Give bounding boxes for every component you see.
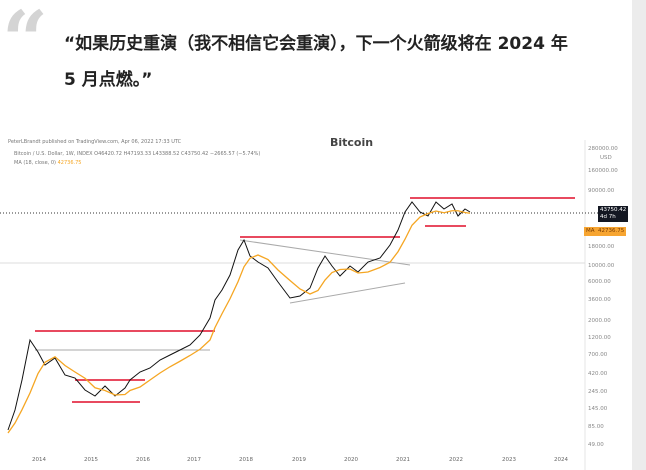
x-tick-label: 2019 <box>292 457 306 463</box>
ma-value: 42736.75 <box>57 160 82 166</box>
x-tick-label: 2021 <box>396 457 410 463</box>
y-tick-label: 18000.00 <box>588 244 615 250</box>
quote-text: “如果历史重演（我不相信它会重演），下一个火箭级将在 2024 年 5 月点燃。… <box>64 34 568 90</box>
y-tick-label: 10000.00 <box>588 263 615 269</box>
y-tick-label: 245.00 <box>588 389 608 395</box>
ma-tag: MA 42736.75 <box>584 227 627 236</box>
y-tick-label: 90000.00 <box>588 188 615 194</box>
x-tick-label: 2018 <box>239 457 253 463</box>
y-tick-label: 49.00 <box>588 442 604 448</box>
x-tick-label: 2020 <box>344 457 358 463</box>
quote-mark-icon: “ <box>2 0 49 87</box>
trend-line <box>239 239 411 266</box>
chart-publisher: PeterLBrandt published on TradingView.co… <box>8 139 182 145</box>
x-tick-label: 2024 <box>554 457 568 463</box>
y-tick-label: 6000.00 <box>588 279 611 285</box>
ma-line <box>7 210 471 434</box>
price-tag-value: 43750.42 <box>600 207 627 213</box>
price-tag-time: 4d 7h <box>600 214 616 220</box>
price-line <box>7 201 471 431</box>
x-tick-label: 2022 <box>449 457 463 463</box>
scrollbar[interactable] <box>632 0 646 470</box>
ma-label: MA (18, close, 0) <box>14 160 57 166</box>
y-tick-label: 2000.00 <box>588 318 611 324</box>
y-tick-label: 420.00 <box>588 371 608 377</box>
x-tick-label: 2016 <box>136 457 150 463</box>
y-axis-currency: USD <box>600 155 612 161</box>
price-tag: 43750.42 4d 7h <box>598 206 629 222</box>
chart-ma-label: MA (18, close, 0) 42736.75 <box>14 160 81 166</box>
y-tick-label: 145.00 <box>588 406 608 412</box>
ma-tag-label: MA <box>586 228 595 234</box>
x-tick-label: 2023 <box>502 457 516 463</box>
y-tick-label: 85.00 <box>588 424 604 430</box>
ma-tag-value: 42736.75 <box>598 228 625 234</box>
x-tick-label: 2014 <box>32 457 46 463</box>
trend-line <box>289 282 406 304</box>
y-tick-label: 160000.00 <box>588 168 618 174</box>
y-tick-label: 280000.00 <box>588 146 618 152</box>
x-tick-label: 2015 <box>84 457 98 463</box>
y-tick-label: 3600.00 <box>588 297 611 303</box>
chart-watermark: Bitcoin <box>330 136 374 149</box>
y-tick-label: 700.00 <box>588 352 608 358</box>
x-tick-label: 2017 <box>187 457 201 463</box>
chart-symbol-line: Bitcoin / U.S. Dollar, 1W, INDEX O46420.… <box>14 151 261 157</box>
y-tick-label: 1200.00 <box>588 335 611 341</box>
